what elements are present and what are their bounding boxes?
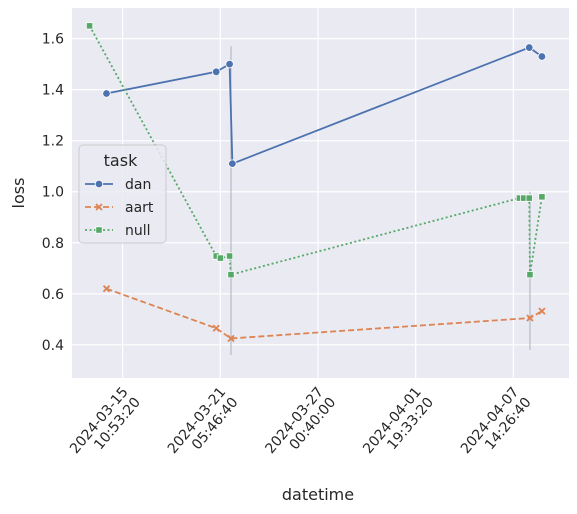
x-axis-title: datetime [282,485,354,504]
legend-marker-aart [95,203,103,211]
marker-stroke [538,307,546,315]
data-point-null [538,193,546,201]
legend: task dan aart null [78,144,167,244]
data-point-dan [102,89,111,98]
data-point-aart [227,334,235,343]
series-marks [85,22,547,356]
data-point-aart [212,324,220,332]
y-tick-label: 1.0 [42,185,64,201]
legend-label-dan: dan [125,177,151,193]
marker-stroke [526,314,534,322]
legend-marker-null [95,226,103,234]
y-tick-label: 0.4 [42,338,64,354]
data-point-null [526,271,534,279]
data-point-aart [526,314,534,322]
y-tick-label: 0.6 [42,287,64,303]
data-point-null [227,271,235,279]
legend-frame [78,144,167,244]
marker-stroke [212,324,220,332]
data-point-null [85,22,94,30]
y-tick-label: 1.6 [42,32,64,48]
data-point-null [525,194,533,202]
marker-stroke [102,285,111,293]
legend-title: task [104,151,138,170]
data-point-dan [212,67,221,76]
legend-label-aart: aart [125,200,154,216]
data-point-aart [102,285,111,293]
legend-marker-dan [94,179,104,189]
series-line-aart [106,287,543,340]
y-tick-label: 1.4 [42,83,64,99]
data-point-dan [537,52,547,61]
data-point-null [216,254,225,262]
marker-stroke [227,334,235,343]
marker-stroke [95,203,103,211]
legend-label-null: null [125,223,151,239]
y-tick-label: 0.8 [42,236,64,252]
y-tick-label: 1.2 [42,134,64,150]
data-point-null [225,252,234,260]
data-point-dan [225,59,234,69]
data-point-aart [538,307,546,315]
data-point-dan [525,43,534,52]
y-axis-ticks: 0.4 0.6 0.8 1.0 1.2 1.4 1.6 [42,32,64,354]
data-point-dan [228,159,237,168]
y-axis-title: loss [9,178,28,209]
